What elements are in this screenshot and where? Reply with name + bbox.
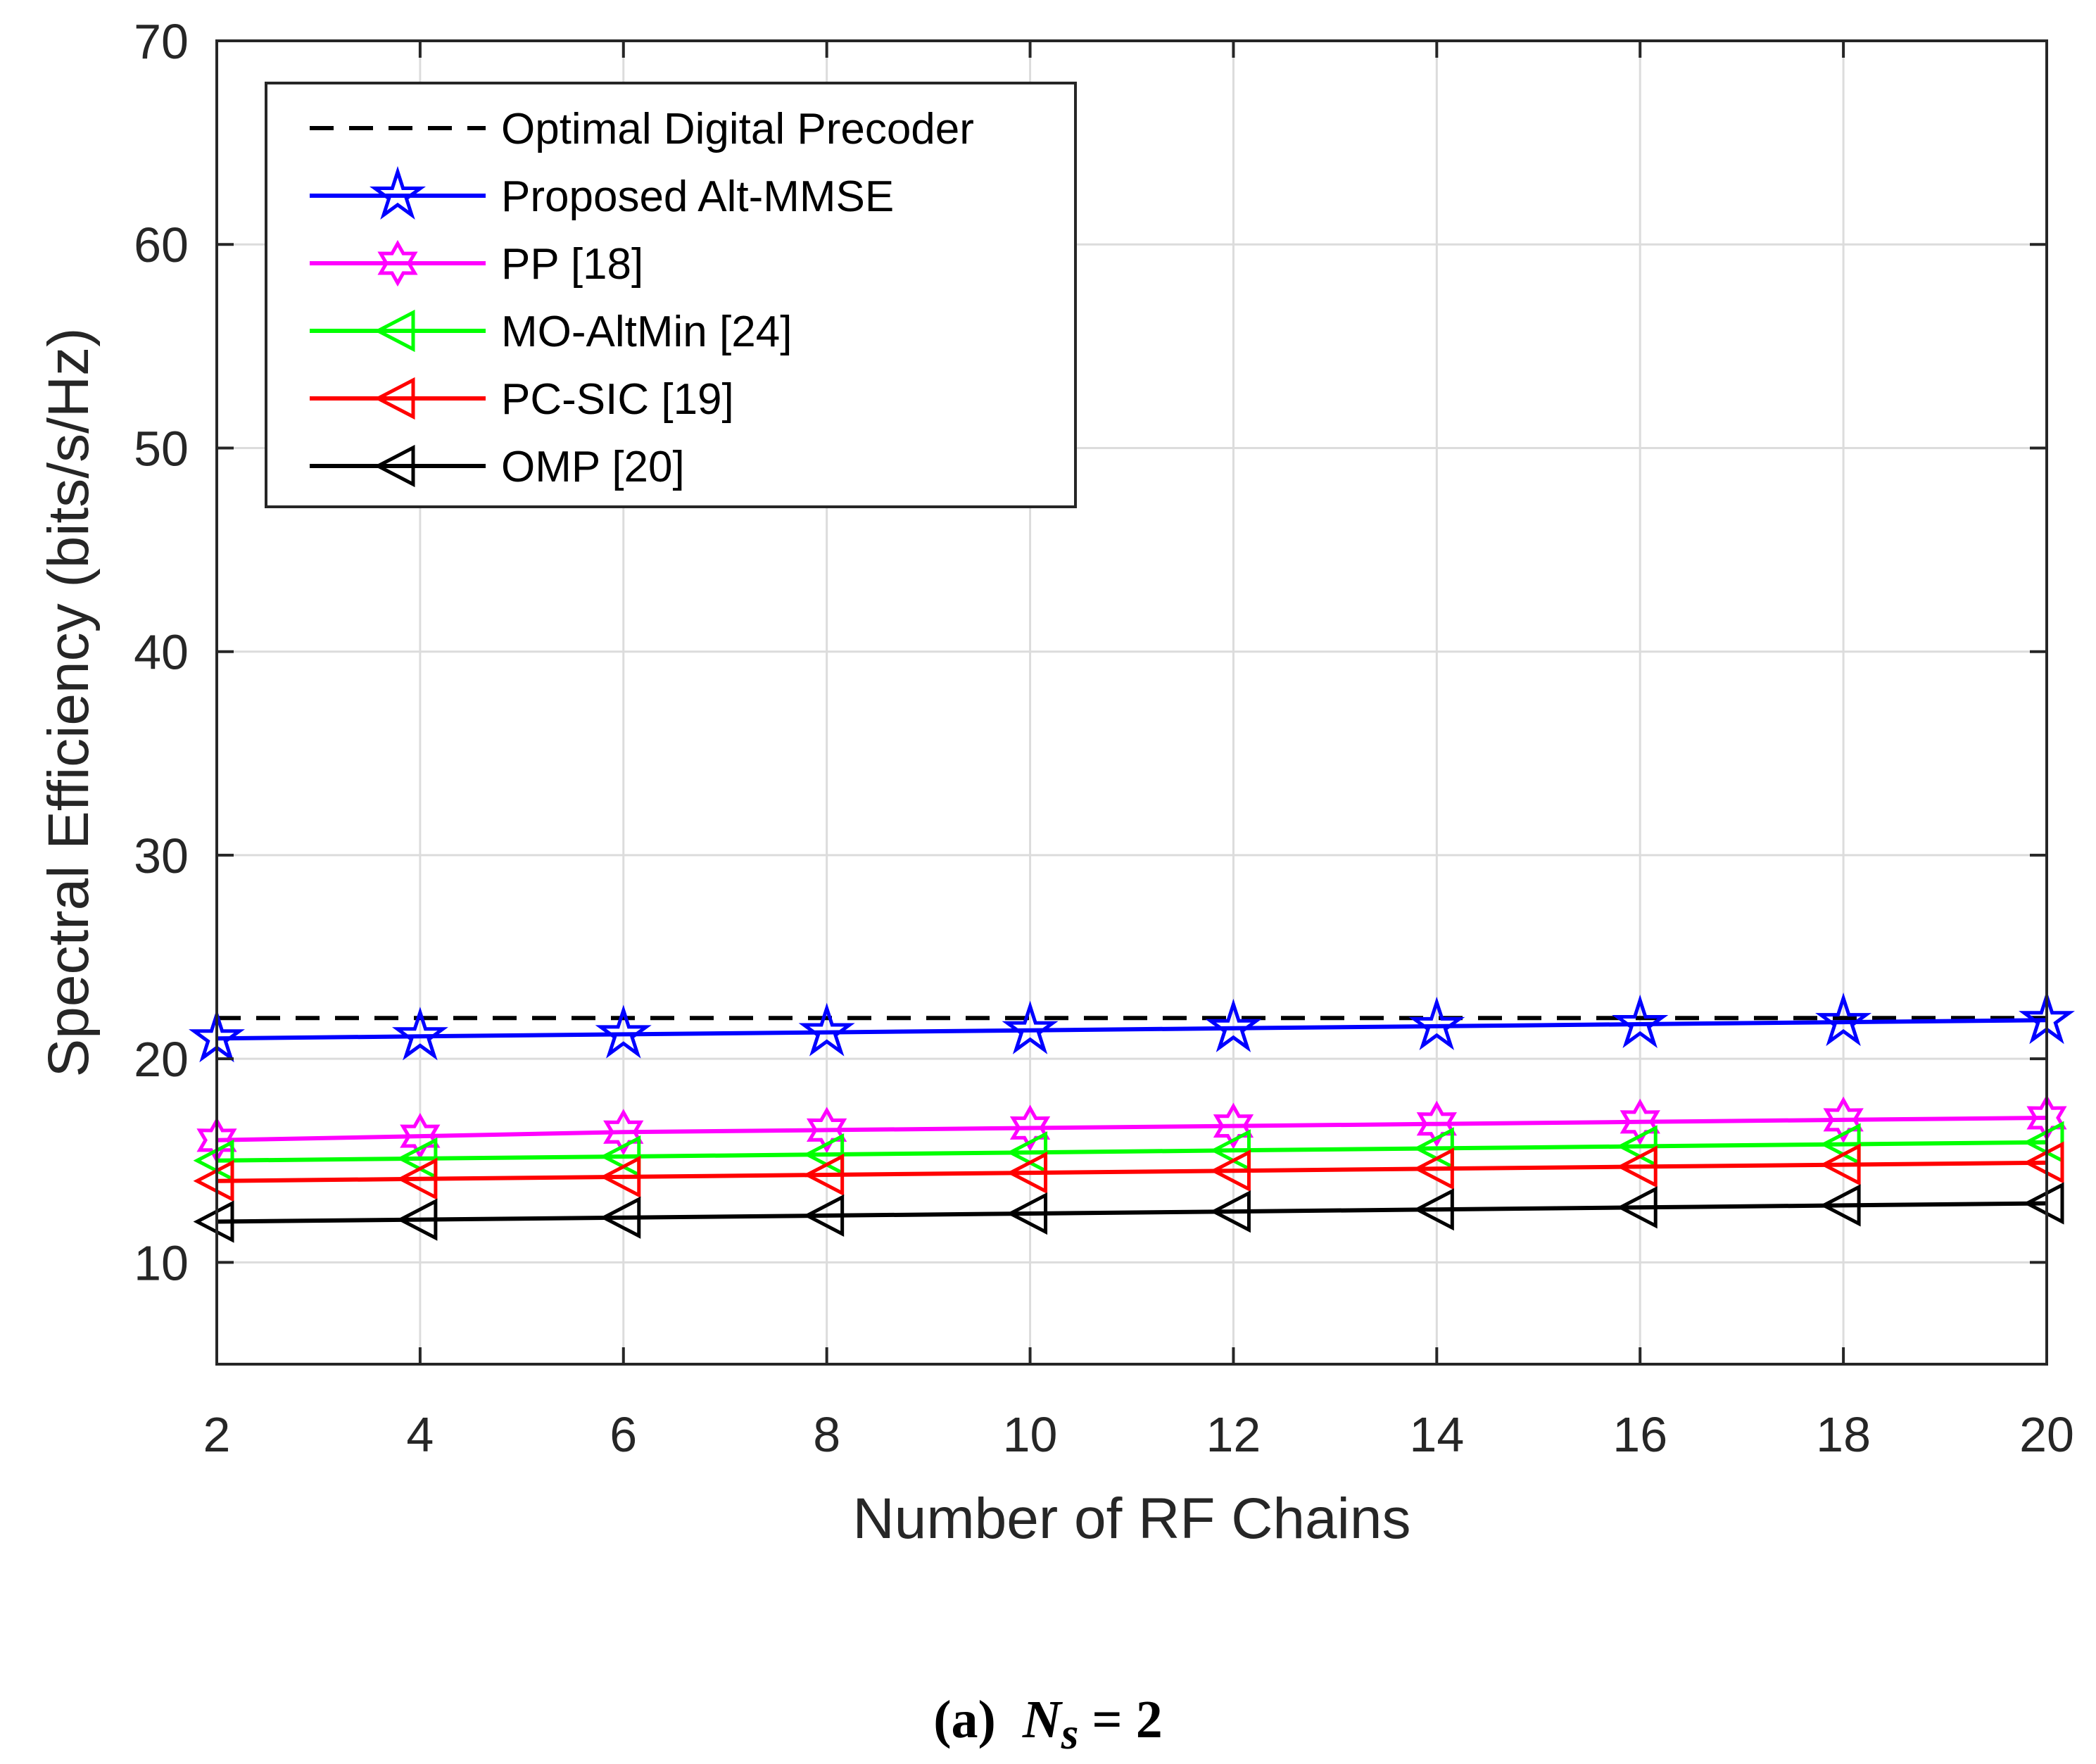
x-tick-label: 18 (1816, 1407, 1871, 1462)
series-line (216, 1160, 2047, 1183)
series-3 (193, 1121, 2064, 1182)
series-line (216, 1140, 2047, 1163)
x-tick-label: 16 (1612, 1407, 1667, 1462)
series-point (798, 1002, 855, 1057)
y-tick-label: 30 (134, 829, 189, 883)
plot-frame (215, 39, 2048, 1366)
series-point (1616, 1186, 1658, 1229)
series-4 (193, 1141, 2064, 1202)
legend-entry: PC-SIC [19] (501, 375, 734, 424)
x-tick-label: 2 (203, 1407, 231, 1462)
series-point (1819, 1123, 1861, 1166)
legend-marker (374, 309, 415, 353)
x-tick-label: 8 (813, 1407, 840, 1462)
x-tick-label: 12 (1206, 1407, 1261, 1462)
series-point (1413, 1147, 1454, 1190)
series-point (1616, 1125, 1658, 1168)
series-line (216, 1201, 2047, 1224)
series-point (600, 1155, 641, 1199)
legend-marker (374, 377, 415, 420)
series-point (1006, 1152, 1048, 1195)
series-point (1205, 998, 1262, 1052)
series-point (396, 1198, 438, 1241)
series-point (1823, 1096, 1864, 1143)
series-point (600, 1135, 641, 1178)
series-point (1210, 1190, 1251, 1233)
y-tick-label: 60 (134, 218, 189, 272)
legend: Optimal Digital Precoder Proposed Alt-MMS… (265, 82, 1077, 508)
series-point (1616, 1145, 1658, 1188)
series-point (806, 1107, 847, 1154)
figure-caption: (a) Ns = 2 (0, 1689, 2096, 1760)
x-axis-label: Number of RF Chains (853, 1487, 1411, 1551)
series-point (1210, 1149, 1251, 1192)
series-point (1819, 1184, 1861, 1227)
series-point (1002, 1000, 1059, 1054)
series-point (1408, 996, 1465, 1050)
y-tick-label: 70 (134, 14, 189, 69)
series-line (216, 1018, 2047, 1041)
legend-entry: PP [18] (501, 240, 643, 289)
y-tick-label: 10 (134, 1235, 189, 1290)
series-point (600, 1196, 641, 1239)
series-point (1009, 1104, 1051, 1152)
series-point (803, 1133, 845, 1176)
legend-marker (377, 239, 418, 287)
x-tick-label: 4 (406, 1407, 434, 1462)
series-point (2023, 1141, 2064, 1184)
series-point (1620, 1098, 1660, 1145)
series-point (1819, 1143, 1861, 1186)
series-point (1006, 1131, 1048, 1174)
series-point (1413, 1127, 1454, 1170)
series-point (1006, 1192, 1048, 1235)
x-tick-label: 14 (1409, 1407, 1464, 1462)
series-point (391, 1007, 448, 1061)
series-point (1612, 994, 1669, 1049)
caption-equation: = 2 (1092, 1690, 1163, 1749)
caption-subscript: s (1061, 1709, 1079, 1759)
series-point (193, 1139, 234, 1182)
series-point (193, 1200, 234, 1243)
series-point (803, 1153, 845, 1197)
series-1 (189, 990, 2075, 1063)
series-point (396, 1157, 438, 1200)
x-tick-label: 6 (610, 1407, 637, 1462)
y-axis-label: Spectral Efficiency (bits/s/Hz) (37, 328, 101, 1078)
axes: 2 4 6 8 10 12 14 16 18 20 10 20 30 40 50 60 70 (134, 14, 2074, 1462)
series-point (193, 1159, 234, 1202)
series-point (595, 1004, 652, 1059)
series-point (2023, 1121, 2064, 1164)
legend-entry: OMP [20] (501, 443, 685, 491)
series-point (396, 1137, 438, 1180)
y-tick-label: 50 (134, 421, 189, 476)
legend-entry: Proposed Alt-MMSE (501, 172, 894, 221)
x-tick-label: 20 (2019, 1407, 2074, 1462)
y-tick-label: 20 (134, 1032, 189, 1087)
legend-entry: MO-AltMin [24] (501, 308, 792, 356)
caption-symbol: N (1022, 1690, 1061, 1749)
series-line (216, 1116, 2047, 1142)
series-point (1213, 1102, 1254, 1149)
legend-marker (370, 165, 426, 220)
legend-marker (374, 444, 415, 488)
legend-box (265, 82, 1077, 508)
caption-label: (a) (933, 1690, 996, 1749)
legend-entry: Optimal Digital Precoder (501, 105, 974, 153)
series-point (2023, 1182, 2064, 1225)
series-point (1413, 1188, 1454, 1231)
series-point (1416, 1100, 1458, 1147)
series-point (1210, 1129, 1251, 1172)
x-tick-label: 10 (1003, 1407, 1058, 1462)
series-5 (193, 1182, 2064, 1243)
y-tick-label: 40 (134, 625, 189, 680)
series-point (803, 1194, 845, 1237)
series-point (603, 1109, 644, 1156)
series-point (1815, 993, 1872, 1047)
series-point (400, 1113, 441, 1160)
